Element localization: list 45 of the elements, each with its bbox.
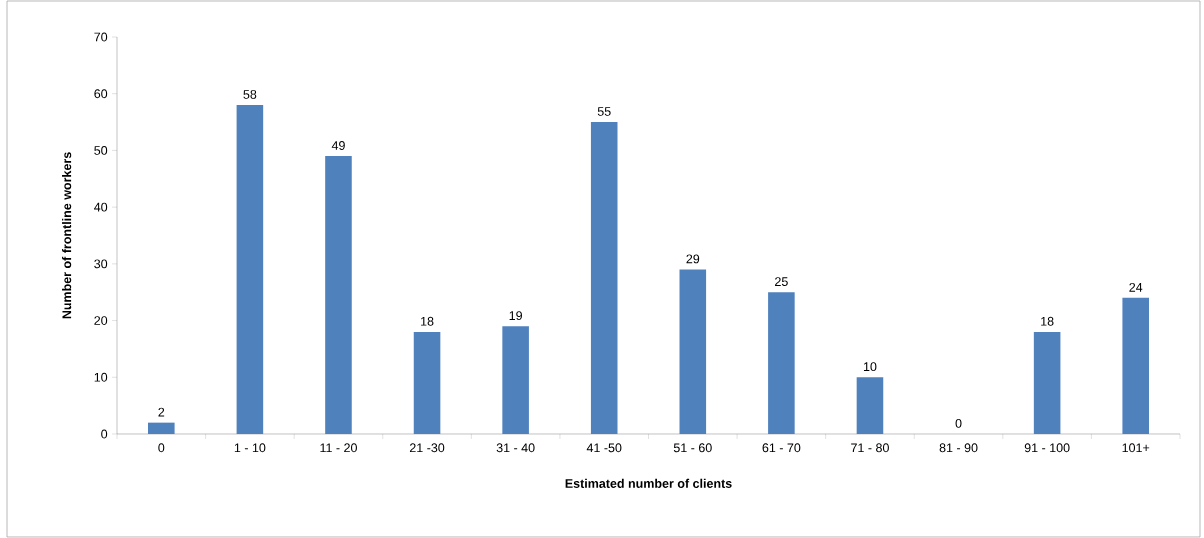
bar: [679, 269, 707, 434]
bar: [1122, 297, 1149, 434]
x-tick-label: 31 - 40: [496, 443, 535, 453]
data-label: 0: [955, 418, 962, 428]
data-label: 58: [243, 89, 257, 99]
data-label: 55: [597, 107, 611, 116]
bar: [502, 326, 529, 434]
data-label: 49: [331, 141, 345, 150]
bar: [856, 377, 884, 434]
bar: [236, 105, 264, 434]
bar: [325, 156, 352, 434]
y-tick-label: 70: [94, 32, 108, 42]
x-tick-label: 41 -50: [586, 443, 622, 453]
y-tick-label: 0: [101, 429, 108, 439]
data-label: 10: [863, 362, 877, 372]
data-label: 19: [509, 311, 522, 321]
x-tick-label: 101+: [1122, 443, 1150, 453]
x-tick-label: 71 - 80: [851, 443, 889, 453]
y-tick-label: 20: [94, 316, 108, 325]
data-label: 2: [158, 407, 165, 417]
x-tick-label: 1 - 10: [234, 443, 266, 453]
data-label: 18: [421, 316, 434, 326]
bar: [590, 122, 618, 434]
x-axis-title: Estimated number of clients: [565, 478, 732, 488]
y-tick-label: 40: [94, 202, 108, 212]
data-label: 24: [1129, 282, 1143, 292]
y-tick-label: 60: [94, 89, 108, 99]
data-label: 29: [686, 254, 700, 264]
x-tick-label: 21 -30: [409, 443, 445, 453]
bar: [1033, 331, 1061, 434]
bar: [148, 422, 175, 434]
x-tick-label: 81 - 90: [939, 443, 978, 453]
data-label: 18: [1041, 316, 1054, 326]
data-label: 25: [775, 277, 788, 287]
y-tick-label: 30: [94, 259, 108, 269]
y-tick-label: 10: [94, 372, 108, 382]
bar: [768, 292, 795, 434]
bar: [413, 331, 441, 434]
x-tick-label: 61 - 70: [762, 443, 801, 453]
x-tick-label: 11 - 20: [320, 443, 357, 453]
x-tick-label: 0: [158, 443, 165, 453]
x-tick-label: 91 - 100: [1024, 443, 1070, 453]
y-tick-label: 50: [94, 145, 108, 155]
y-axis-title: Number of frontline workers: [62, 152, 72, 319]
x-tick-label: 51 - 60: [673, 443, 712, 453]
